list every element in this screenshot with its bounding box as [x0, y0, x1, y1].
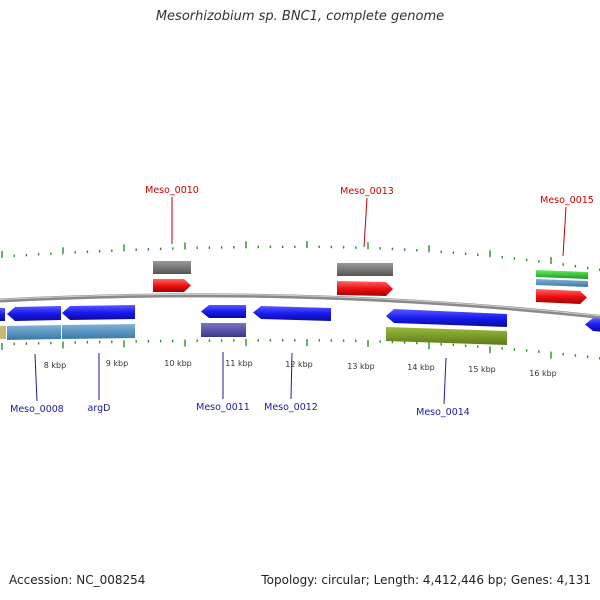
- gene-label-meso-0008[interactable]: Meso_0008: [10, 404, 64, 415]
- feature-grey-block[interactable]: [153, 261, 191, 274]
- label-leader-line: [443, 357, 447, 405]
- feature-grey-block[interactable]: [337, 263, 393, 276]
- gene-arrow-forward[interactable]: [337, 281, 393, 296]
- scale-label: 15 kbp: [468, 365, 496, 374]
- label-leader-line: [562, 206, 567, 257]
- cds-arrow-reverse[interactable]: [62, 305, 135, 320]
- scale-label: 14 kbp: [407, 363, 435, 372]
- cds-arrow-reverse[interactable]: [253, 306, 331, 321]
- scale-label: 8 kbp: [44, 361, 66, 370]
- cds-arrow-reverse[interactable]: [0, 308, 5, 321]
- topology-summary: Topology: circular; Length: 4,412,446 bp…: [261, 573, 591, 587]
- label-leader-line: [363, 197, 368, 248]
- feature-lightblue-block[interactable]: [7, 325, 61, 340]
- gene-label-meso-0013[interactable]: Meso_0013: [340, 186, 394, 197]
- cds-arrow-reverse[interactable]: [386, 309, 507, 327]
- outer-tick-ring: [1, 241, 600, 271]
- gene-label-argd[interactable]: argD: [88, 403, 111, 414]
- map-title: Mesorhizobium sp. BNC1, complete genome: [155, 9, 445, 24]
- label-leader-line: [34, 353, 38, 402]
- gene-block-reverse[interactable]: [201, 323, 246, 337]
- cds-arrow-reverse[interactable]: [585, 318, 600, 332]
- gene-label-meso-0011[interactable]: Meso_0011: [196, 402, 250, 413]
- scale-label: 9 kbp: [106, 359, 128, 368]
- genome-backbone-highlight: [0, 293, 600, 317]
- feature-olive-block[interactable]: [386, 327, 507, 345]
- gene-label-meso-0015[interactable]: Meso_0015: [540, 195, 594, 206]
- gene-arrow-forward[interactable]: [153, 279, 191, 292]
- reverse-gene-labels: Meso_0008 argD Meso_0011 Meso_0012 Meso_…: [10, 352, 470, 418]
- gene-arrow-forward[interactable]: [536, 289, 587, 304]
- cds-arrow-reverse[interactable]: [7, 306, 61, 321]
- feature-green-block[interactable]: [536, 270, 588, 279]
- scale-label: 10 kbp: [164, 359, 192, 368]
- cds-arrow-reverse[interactable]: [201, 305, 246, 318]
- scale-label: 13 kbp: [347, 362, 375, 371]
- label-leader-line: [290, 352, 293, 400]
- scale-label: 16 kbp: [529, 369, 557, 378]
- feature-lightblue-block[interactable]: [62, 324, 135, 339]
- gene-label-meso-0012[interactable]: Meso_0012: [264, 402, 318, 413]
- feature-lightblue-block[interactable]: [536, 279, 588, 287]
- scale-labels: 8 kbp 9 kbp 10 kbp 11 kbp 12 kbp 13 kbp …: [44, 359, 557, 378]
- gene-label-meso-0010[interactable]: Meso_0010: [145, 185, 199, 196]
- forward-gene-labels: Meso_0010 Meso_0013 Meso_0015: [145, 185, 594, 257]
- accession-label: Accession: NC_008254: [9, 573, 146, 587]
- scale-label: 11 kbp: [225, 359, 253, 368]
- feature-tan-block[interactable]: [0, 326, 6, 339]
- scale-label: 12 kbp: [285, 360, 313, 369]
- gene-label-meso-0014[interactable]: Meso_0014: [416, 407, 470, 418]
- inner-tick-ring: [1, 339, 600, 360]
- genome-backbone: [0, 293, 600, 319]
